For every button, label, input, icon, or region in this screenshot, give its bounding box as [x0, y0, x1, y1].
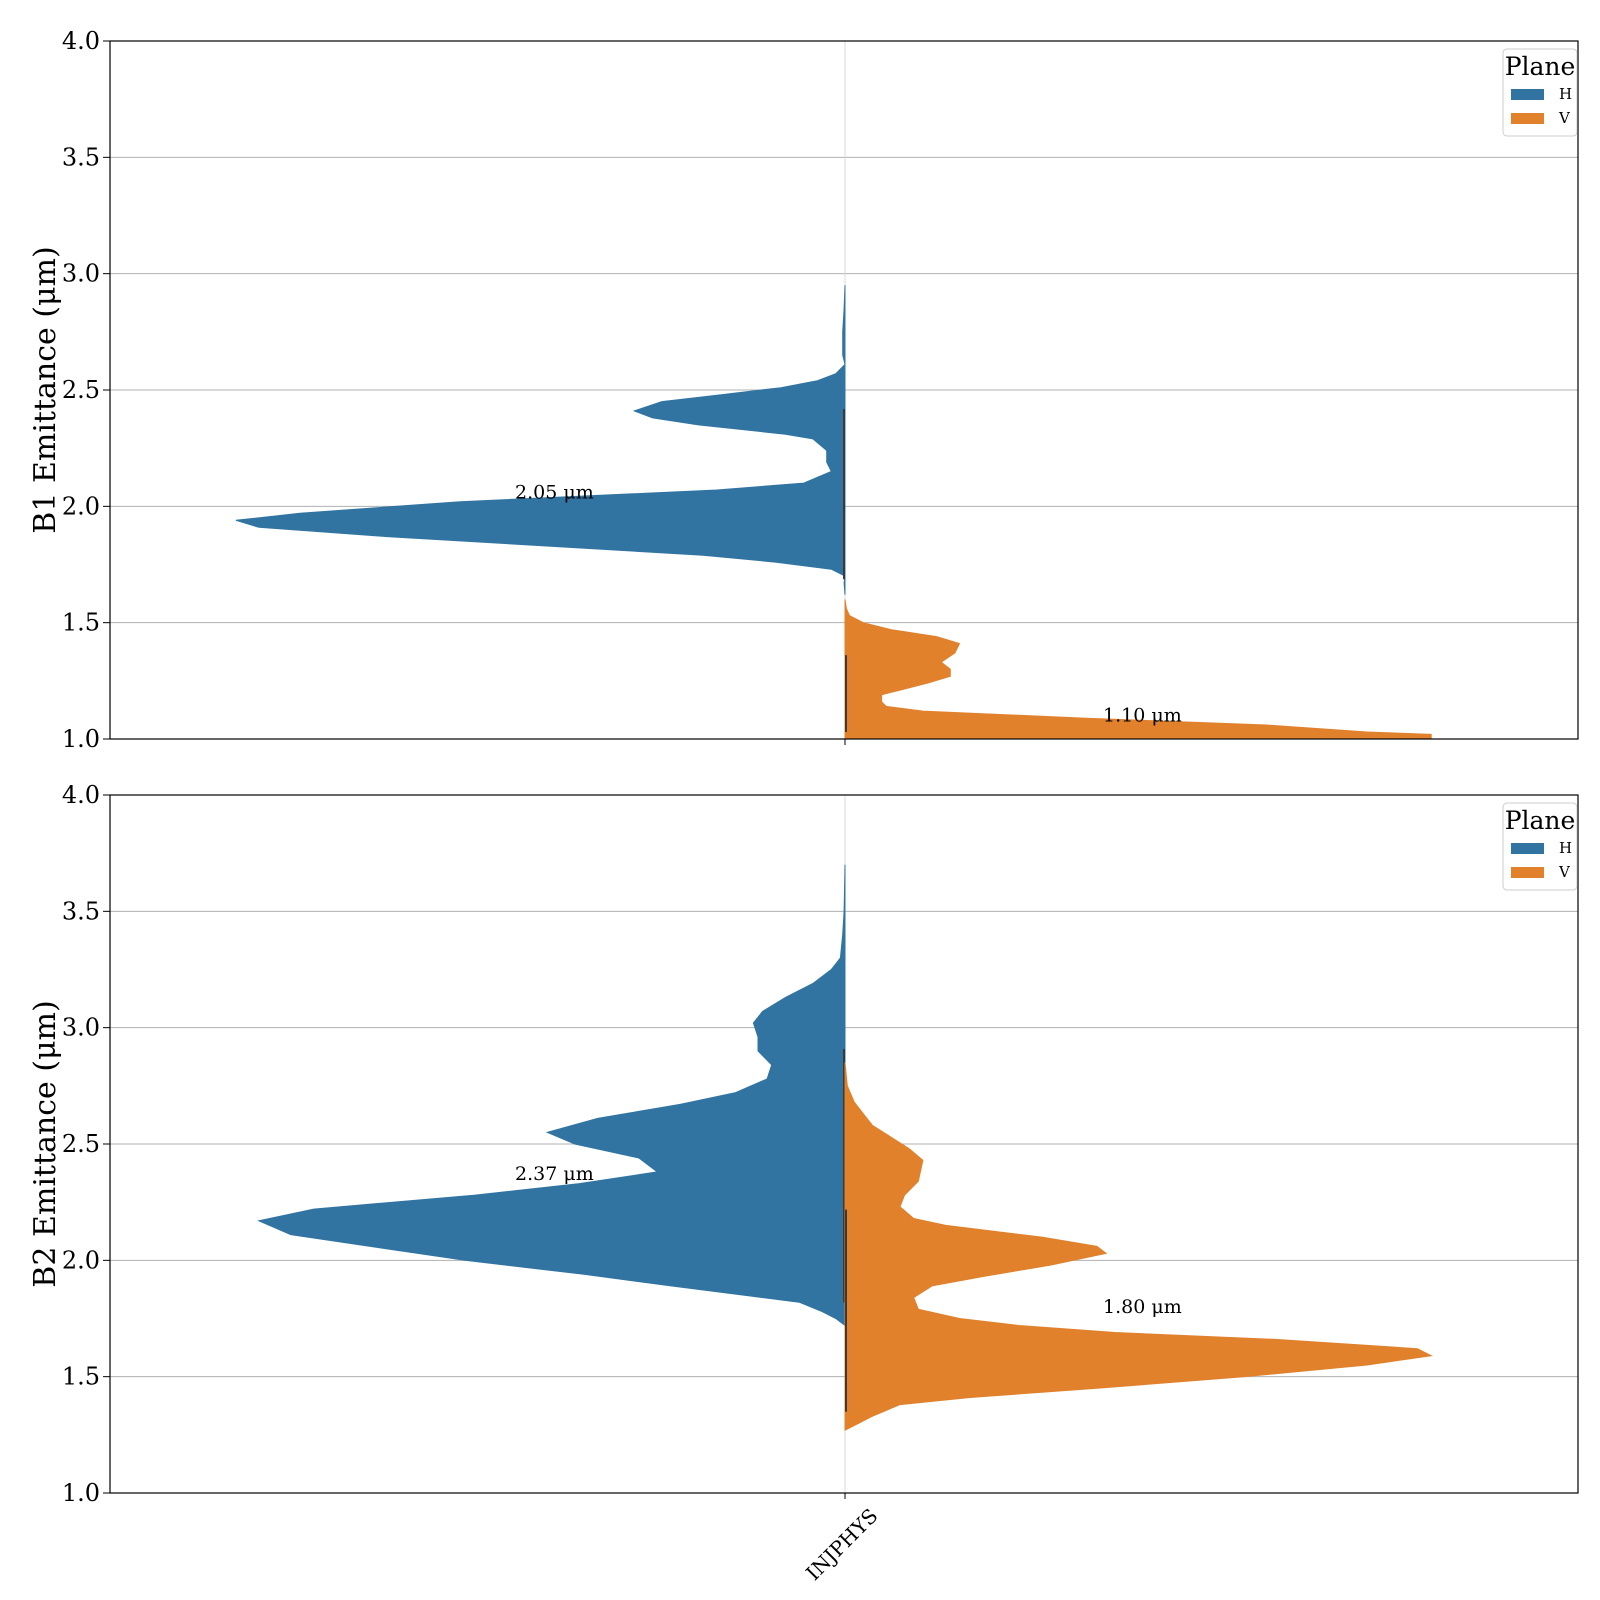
annotation-v: 1.80 μm — [1103, 1296, 1182, 1318]
y-tick-label: 1.5 — [62, 609, 100, 637]
violin-v — [844, 1062, 1433, 1432]
y-tick-label: 3.0 — [62, 1014, 100, 1042]
y-tick-label: 1.0 — [62, 725, 100, 753]
y-tick-label: 1.5 — [62, 1363, 100, 1391]
panel-1: 1.0 1.5 2.0 2.5 3.0 3.5 4.0 2.05 μm 1.10 μm B1 Em… — [28, 27, 1579, 753]
legend-title: Plane — [1505, 52, 1576, 81]
legend-title: Plane — [1505, 806, 1576, 835]
y-tick-label: 4.0 — [62, 27, 100, 55]
legend-swatch-h — [1511, 89, 1544, 100]
legend-entry-h: H — [1559, 85, 1572, 103]
axes-frame — [109, 40, 1579, 740]
legend-entry-v: V — [1558, 863, 1571, 881]
y-tick-label: 3.5 — [62, 897, 100, 925]
violin-v — [844, 599, 1432, 740]
y-tick-label: 2.0 — [62, 1246, 100, 1274]
panel-2: 1.0 1.5 2.0 2.5 3.0 3.5 4.0 2.37 μm 1.80 μm B2 Em… — [28, 781, 1579, 1585]
axes-frame — [109, 794, 1579, 1494]
legend-swatch-v — [1511, 867, 1544, 878]
y-tick-label: 2.5 — [62, 1130, 100, 1158]
annotation-h: 2.37 μm — [515, 1163, 594, 1185]
x-tick-label: INJPHYS — [801, 1504, 882, 1585]
violin-h — [235, 285, 846, 595]
legend-swatch-h — [1511, 843, 1544, 854]
legend: Plane HV — [1502, 48, 1578, 137]
legend: Plane HV — [1502, 802, 1578, 891]
y-tick-label: 2.0 — [62, 492, 100, 520]
legend-swatch-v — [1511, 113, 1544, 124]
y-tick-label: 4.0 — [62, 781, 100, 809]
y-axis-label: B2 Emittance (μm) — [28, 1000, 63, 1287]
annotation-v: 1.10 μm — [1103, 705, 1182, 727]
y-axis-label: B1 Emittance (μm) — [28, 246, 63, 533]
y-tick-label: 1.0 — [62, 1479, 100, 1507]
violin-h — [257, 864, 846, 1327]
legend-entry-v: V — [1558, 109, 1571, 127]
y-tick-label: 3.0 — [62, 260, 100, 288]
y-tick-label: 2.5 — [62, 376, 100, 404]
y-tick-label: 3.5 — [62, 143, 100, 171]
annotation-h: 2.05 μm — [515, 481, 594, 503]
legend-entry-h: H — [1559, 839, 1572, 857]
